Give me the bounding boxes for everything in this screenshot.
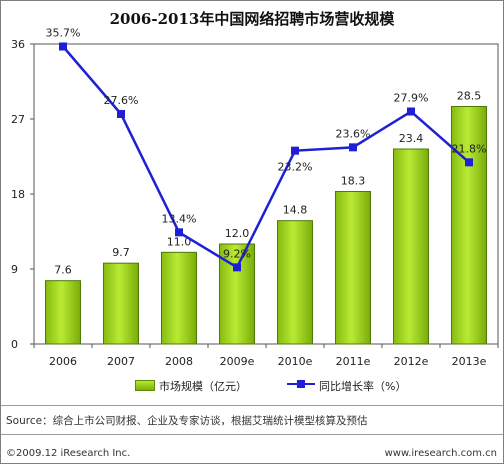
x-tick-label: 2011e — [336, 355, 371, 368]
bar — [335, 191, 371, 345]
growth-point — [233, 263, 241, 272]
footer-divider-bottom — [1, 434, 503, 435]
growth-value-label: 23.6% — [336, 127, 371, 140]
source-note: Source：综合上市公司财报、企业及专家访谈，根据艾瑞统计模型核算及预估 — [6, 415, 368, 427]
y-tick-label: 36 — [11, 38, 25, 51]
growth-value-label: 9.2% — [223, 247, 251, 260]
x-tick-label: 2009e — [220, 355, 255, 368]
bar — [103, 262, 139, 345]
legend-bar-swatch — [135, 380, 155, 391]
bar-value-label: 11.0 — [167, 235, 192, 248]
growth-value-label: 23.2% — [278, 161, 313, 174]
growth-point — [407, 107, 415, 116]
legend-line-swatch — [287, 380, 315, 388]
bar-value-label: 23.4 — [399, 132, 424, 145]
bar-value-label: 12.0 — [225, 227, 250, 240]
growth-value-label: 35.7% — [46, 27, 81, 40]
x-tick-label: 2007 — [107, 355, 135, 368]
growth-value-label: 27.6% — [104, 94, 139, 107]
bar-value-label: 7.6 — [54, 264, 72, 277]
x-tick-label: 2006 — [49, 355, 77, 368]
bar — [277, 220, 313, 345]
growth-point — [175, 228, 183, 237]
growth-value-label: 27.9% — [394, 92, 429, 105]
chart-plot: 0 9 18 27 36 2006 2007 2008 2009e 2010e 2011e 2012e… — [11, 27, 499, 368]
website-text: www.iresearch.com.cn — [384, 448, 497, 459]
copyright-text: ©2009.12 iResearch Inc. — [6, 448, 131, 459]
footer-divider — [1, 405, 503, 406]
legend-bar-label: 市场规模（亿元） — [159, 380, 247, 393]
bar-value-label: 28.5 — [457, 90, 482, 103]
bar — [451, 106, 487, 345]
y-tick-label: 9 — [11, 263, 18, 276]
y-tick-label: 0 — [11, 338, 18, 351]
growth-point — [117, 110, 125, 118]
legend-line-label: 同比增长率（%） — [319, 380, 407, 393]
y-tick-label: 18 — [11, 188, 25, 201]
bar-value-label: 14.8 — [283, 204, 308, 217]
growth-line — [62, 45, 470, 270]
growth-value-label: 13.4% — [162, 212, 197, 225]
growth-point — [349, 143, 357, 152]
x-tick-label: 2012e — [394, 355, 429, 368]
x-tick-label: 2013e — [452, 355, 487, 368]
bar-value-label: 18.3 — [341, 175, 366, 188]
x-tick-label: 2008 — [165, 355, 193, 368]
growth-point — [291, 146, 299, 155]
bar — [393, 148, 429, 345]
growth-value-label: 21.8% — [452, 142, 487, 155]
growth-point — [59, 42, 67, 51]
y-tick-label: 27 — [11, 113, 25, 126]
bar — [161, 251, 197, 345]
bar — [45, 280, 81, 345]
x-tick-label: 2010e — [278, 355, 313, 368]
chart-title: 2006-2013年中国网络招聘市场营收规模 — [109, 10, 395, 28]
growth-point — [465, 158, 473, 167]
bar-value-label: 9.7 — [112, 246, 130, 259]
